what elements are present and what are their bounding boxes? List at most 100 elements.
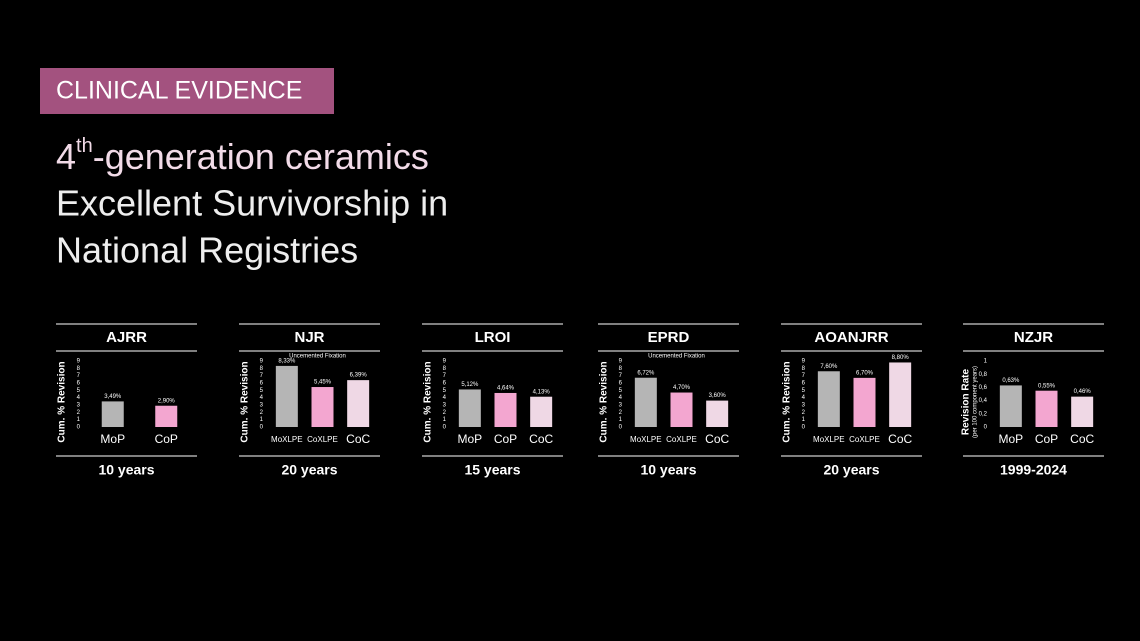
bar (1071, 396, 1094, 427)
title-line: 4th-generation ceramics (56, 135, 429, 176)
bar (530, 396, 553, 427)
y-tick-label: 0,2 (979, 411, 988, 417)
chart-title: NJR (294, 329, 324, 346)
value-label: 8,80% (892, 355, 910, 361)
x-tick-label: CoP (1035, 432, 1058, 446)
y-tick-label: 1 (619, 417, 623, 423)
y-tick-label: 2 (260, 410, 264, 416)
y-tick-label: 5 (802, 388, 806, 394)
value-label: 4,70% (673, 385, 691, 391)
y-tick-label: 0,6 (979, 385, 988, 391)
y-tick-label: 9 (443, 359, 447, 365)
y-tick-label: 3 (260, 403, 264, 409)
y-tick-label: 1 (77, 417, 81, 423)
x-tick-label: MoXLPE (813, 435, 845, 444)
y-tick-label: 6 (260, 381, 264, 387)
bar (853, 377, 876, 427)
y-tick-label: 9 (619, 359, 623, 365)
y-tick-label: 3 (77, 403, 81, 409)
y-axis-label: Cum. % Revision (782, 361, 793, 442)
value-label: 5,45% (314, 380, 332, 386)
y-tick-label: 7 (619, 373, 623, 379)
y-tick-label: 9 (260, 359, 264, 365)
y-tick-label: 1 (984, 359, 988, 365)
y-tick-label: 4 (260, 395, 264, 401)
chart-title: EPRD (648, 329, 690, 346)
value-label: 0,63% (1002, 378, 1020, 384)
y-tick-label: 0 (984, 425, 988, 431)
tag: CLINICAL EVIDENCE (56, 77, 302, 105)
y-tick-label: 3 (802, 403, 806, 409)
y-tick-label: 6 (443, 381, 447, 387)
chart-title: LROI (475, 329, 511, 346)
y-axis-label: Cum. % Revision (599, 361, 610, 442)
x-tick-label: CoC (529, 432, 553, 446)
chart-title: AJRR (106, 329, 147, 346)
chart-subtitle: Uncemented Fixation (648, 354, 705, 360)
value-label: 0,46% (1074, 389, 1092, 395)
bar (706, 400, 729, 427)
y-axis-label: Cum. % Revision (57, 361, 68, 442)
chart-footer: 15 years (464, 462, 520, 478)
value-label: 3,49% (104, 394, 122, 400)
y-tick-label: 5 (77, 388, 81, 394)
value-label: 0,55% (1038, 383, 1056, 389)
y-tick-label: 8 (619, 366, 623, 372)
y-tick-label: 7 (260, 373, 264, 379)
y-tick-label: 8 (77, 366, 81, 372)
title-superscript: th (76, 135, 93, 157)
x-tick-label: MoXLPE (630, 435, 662, 444)
x-tick-label: CoP (494, 432, 517, 446)
chart-footer: 10 years (640, 462, 696, 478)
y-tick-label: 9 (77, 359, 81, 365)
y-tick-label: 2 (77, 410, 81, 416)
value-label: 2,90% (158, 398, 176, 404)
y-tick-label: 3 (443, 403, 447, 409)
x-tick-label: MoXLPE (271, 435, 303, 444)
y-axis-note: (per 100 component years) (973, 366, 979, 438)
x-tick-label: MoP (998, 432, 1023, 446)
bar (817, 371, 840, 427)
x-tick-label: MoP (100, 432, 125, 446)
bar (458, 389, 481, 427)
y-tick-label: 0,4 (979, 398, 988, 404)
x-tick-label: CoXLPE (849, 435, 880, 444)
x-tick-label: CoXLPE (307, 435, 338, 444)
bar (275, 365, 298, 427)
y-tick-label: 1 (802, 417, 806, 423)
value-label: 4,64% (497, 386, 515, 392)
x-tick-label: CoC (705, 432, 729, 446)
y-tick-label: 2 (802, 410, 806, 416)
value-label: 4,13% (533, 389, 551, 395)
x-tick-label: MoP (457, 432, 482, 446)
chart-footer: 10 years (98, 462, 154, 478)
y-tick-label: 8 (260, 366, 264, 372)
bar (311, 387, 334, 427)
x-tick-label: CoXLPE (666, 435, 697, 444)
y-tick-label: 8 (802, 366, 806, 372)
x-tick-label: CoC (888, 432, 912, 446)
y-tick-label: 5 (619, 388, 623, 394)
chart-footer: 20 years (823, 462, 879, 478)
value-label: 5,12% (461, 382, 479, 388)
chart-title: NZJR (1014, 329, 1053, 346)
chart-title: AOANJRR (814, 329, 888, 346)
value-label: 3,60% (709, 393, 727, 399)
bar (670, 392, 693, 427)
y-tick-label: 5 (260, 388, 264, 394)
bar (101, 401, 124, 427)
x-tick-label: CoC (1070, 432, 1094, 446)
y-tick-label: 4 (443, 395, 447, 401)
y-tick-label: 8 (443, 366, 447, 372)
value-label: 7,60% (820, 364, 838, 370)
value-label: 6,70% (856, 370, 874, 376)
bar (1035, 390, 1058, 427)
chart-footer: 20 years (281, 462, 337, 478)
y-tick-label: 4 (77, 395, 81, 401)
y-tick-label: 9 (802, 359, 806, 365)
y-tick-label: 6 (77, 381, 81, 387)
y-tick-label: 0 (802, 425, 806, 431)
bar (155, 405, 178, 427)
